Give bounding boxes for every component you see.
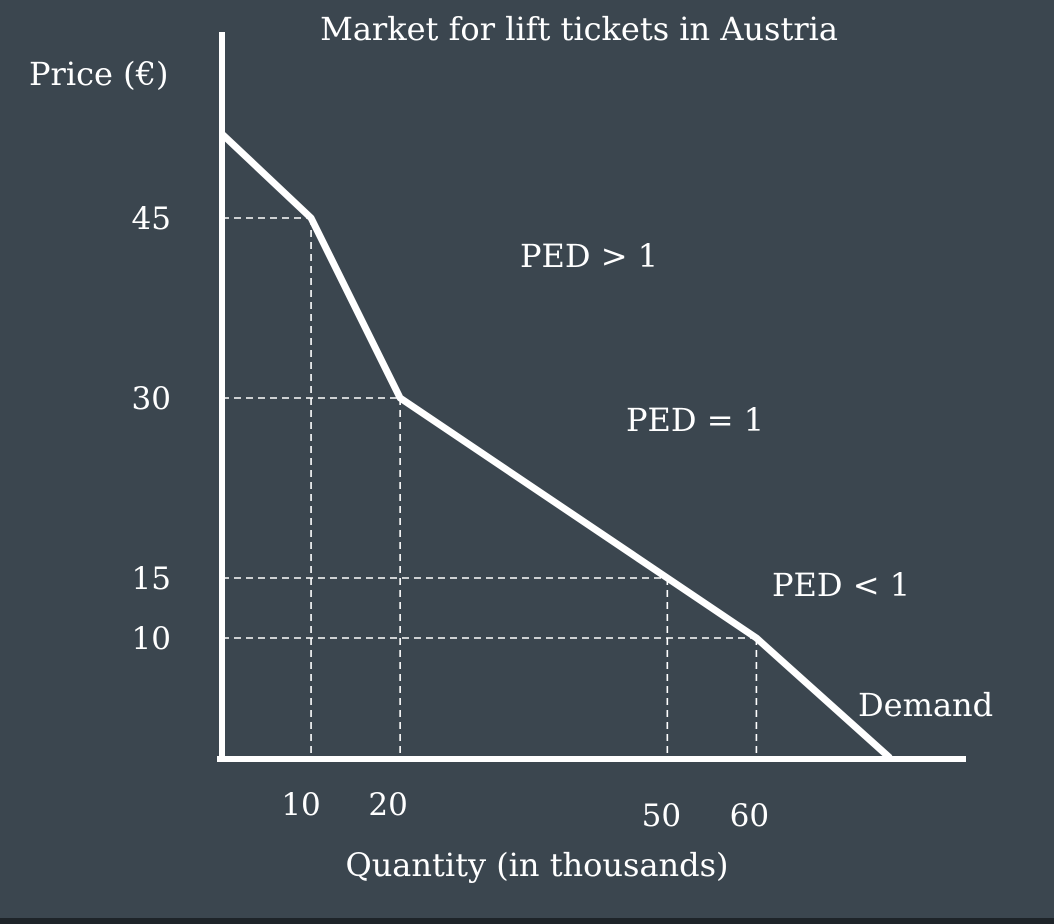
chart-title: Market for lift tickets in Austria: [320, 10, 838, 48]
axes: [217, 32, 966, 762]
y-tick-label: 45: [132, 201, 171, 237]
chart-text: Market for lift tickets in Austria Price…: [29, 10, 993, 884]
bottom-bar: [0, 918, 1054, 924]
annotation-ped-inelastic: PED < 1: [772, 566, 910, 604]
x-tick-label: 20: [368, 787, 407, 823]
y-axis-label: Price (€): [29, 55, 168, 93]
y-tick-label: 10: [132, 621, 171, 657]
annotation-ped-elastic: PED > 1: [520, 237, 658, 275]
x-tick-label: 10: [281, 787, 320, 823]
guide-lines: [222, 217, 758, 758]
x-tick-label: 50: [642, 798, 681, 834]
annotation-ped-unit: PED = 1: [626, 401, 764, 439]
y-tick-label: 30: [132, 381, 171, 417]
x-tick-label: 60: [730, 798, 769, 834]
y-tick-label: 15: [132, 561, 171, 597]
series-label-demand: Demand: [858, 686, 993, 724]
tick-labels: 45 30 15 10 10 20 50 60: [132, 201, 770, 834]
series-layer: [219, 131, 893, 761]
x-axis-label: Quantity (in thousands): [345, 846, 728, 884]
series-line-demand: [219, 131, 893, 761]
